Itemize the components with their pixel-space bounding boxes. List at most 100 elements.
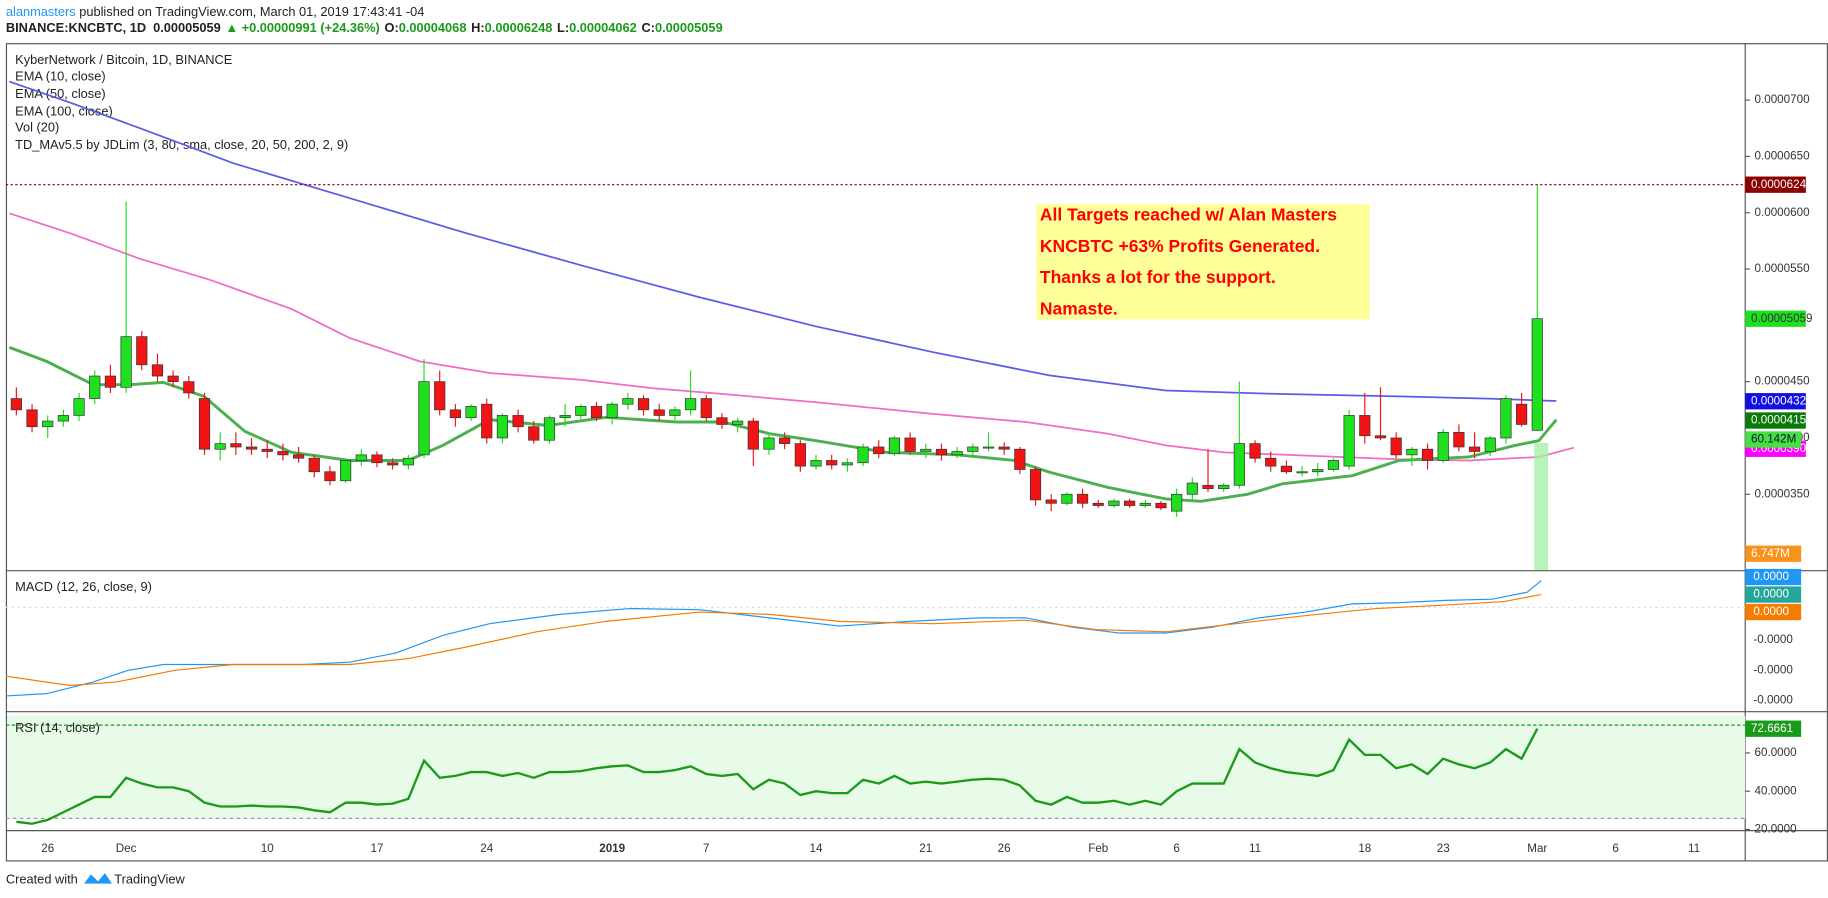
up-arrow: ▲ <box>225 21 238 36</box>
candle-body <box>1437 431 1449 461</box>
candle-body <box>245 446 258 450</box>
macd-title: MACD (12, 26, close, 9) <box>15 579 152 594</box>
footer-brand[interactable]: TradingView <box>114 872 185 887</box>
x-tick-label: 23 <box>1437 842 1450 855</box>
candle-body <box>622 398 634 405</box>
y-tick-label: 0.0000650 <box>1755 150 1811 163</box>
candle-body <box>559 415 571 419</box>
candle-body <box>1500 398 1512 439</box>
price-marker-box <box>1745 176 1806 193</box>
x-tick-label: 17 <box>371 842 384 855</box>
volume-bar <box>1534 442 1549 571</box>
candle-body <box>1421 448 1434 461</box>
candle-body <box>1233 443 1245 486</box>
candle-body <box>1312 469 1324 473</box>
rsi-title: RSI (14, close) <box>15 720 100 735</box>
candle-body <box>653 409 665 416</box>
candle-body <box>543 417 556 441</box>
volume-label-box <box>1745 431 1802 448</box>
macd-axis-label: 0.0000 <box>1753 605 1789 618</box>
chart-title: KyberNetwork / Bitcoin, 1D, BINANCE <box>15 52 232 67</box>
candle-body <box>590 406 603 419</box>
macd-axis-label: -0.0000 <box>1753 633 1793 646</box>
chart-frame <box>5 43 1828 862</box>
candle-body <box>1343 415 1355 467</box>
macd-axis-label: -0.0000 <box>1753 694 1793 707</box>
c-label: C: <box>641 21 655 36</box>
candle-body <box>1155 502 1167 509</box>
study-legend: EMA (100, close) <box>15 103 113 118</box>
candle-body <box>873 446 885 455</box>
candle-body <box>1359 415 1371 437</box>
candle-body <box>1484 437 1496 452</box>
candle-body <box>1453 431 1465 448</box>
candle-body <box>167 375 179 383</box>
candle-body <box>998 446 1010 450</box>
footer-created: Created with <box>6 872 78 887</box>
candle-body <box>967 446 979 452</box>
x-tick-label: 14 <box>810 842 823 855</box>
candle-body <box>1124 500 1136 506</box>
candle-body <box>528 426 540 441</box>
o-label: O: <box>385 21 399 36</box>
candle-body <box>716 417 728 425</box>
x-tick-label: 26 <box>41 842 54 855</box>
candle-body <box>1516 403 1528 425</box>
rsi-band <box>7 715 1746 819</box>
x-tick-label: 7 <box>703 842 709 855</box>
h-label: H: <box>471 21 485 36</box>
candle-body <box>496 415 509 439</box>
tradingview-logo <box>83 873 112 884</box>
macd-label-box <box>1745 603 1802 621</box>
price-marker-box <box>1745 393 1806 410</box>
candle-body <box>1531 318 1543 431</box>
c-value: 0.00005059 <box>655 21 723 36</box>
candle-body <box>418 381 430 456</box>
candle-body <box>951 451 963 456</box>
candle-body <box>920 448 932 452</box>
candle-body <box>449 409 461 419</box>
candle-body <box>1202 484 1214 489</box>
rsi-line <box>16 728 1539 825</box>
symbol: BINANCE:KNCBTC, 1D <box>6 21 146 36</box>
publish-line: alanmasters published on TradingView.com… <box>6 4 425 19</box>
x-tick-label: 2019 <box>599 842 625 855</box>
candle-body <box>1468 446 1481 452</box>
candle-body <box>198 398 211 450</box>
macd-axis-label: 0.0000 <box>1753 588 1789 601</box>
candle-body <box>1171 493 1183 512</box>
macd-axis-label: 0.0000 <box>1753 570 1789 583</box>
volume-label-box <box>1745 545 1802 562</box>
candle-body <box>700 398 712 419</box>
candle-body <box>1406 448 1418 456</box>
study-legend: Vol (20) <box>15 120 59 135</box>
price-marker-box <box>1745 412 1806 429</box>
candle-body <box>1076 493 1089 504</box>
author[interactable]: alanmasters <box>6 4 76 19</box>
candle-body <box>1029 469 1042 501</box>
candle-body <box>434 381 446 411</box>
candle-body <box>340 460 352 482</box>
candle-body <box>1390 437 1402 456</box>
annotation-line: Thanks a lot for the support. <box>1040 267 1276 287</box>
candle-body <box>42 420 54 428</box>
candle-body <box>89 375 101 399</box>
study-legend: EMA (50, close) <box>15 86 105 101</box>
candle-body <box>1327 460 1340 470</box>
l-value: 0.00004062 <box>569 21 637 36</box>
candle-body <box>779 437 791 444</box>
ema-100-line <box>9 80 1557 402</box>
rsi-tick-label: 60.0000 <box>1755 746 1798 759</box>
candle-body <box>387 462 399 466</box>
macd-axis-label: -0.0000 <box>1753 663 1793 676</box>
macd-label-box <box>1745 586 1802 603</box>
candle-body <box>982 446 995 449</box>
volume-label: 60.142M <box>1751 433 1796 446</box>
candle-body <box>1186 482 1198 495</box>
candle-body <box>512 415 524 428</box>
annotation-line: Namaste. <box>1040 299 1118 319</box>
rsi-marker-box <box>1745 720 1802 737</box>
candle-body <box>637 398 650 411</box>
candle-body <box>277 451 289 456</box>
